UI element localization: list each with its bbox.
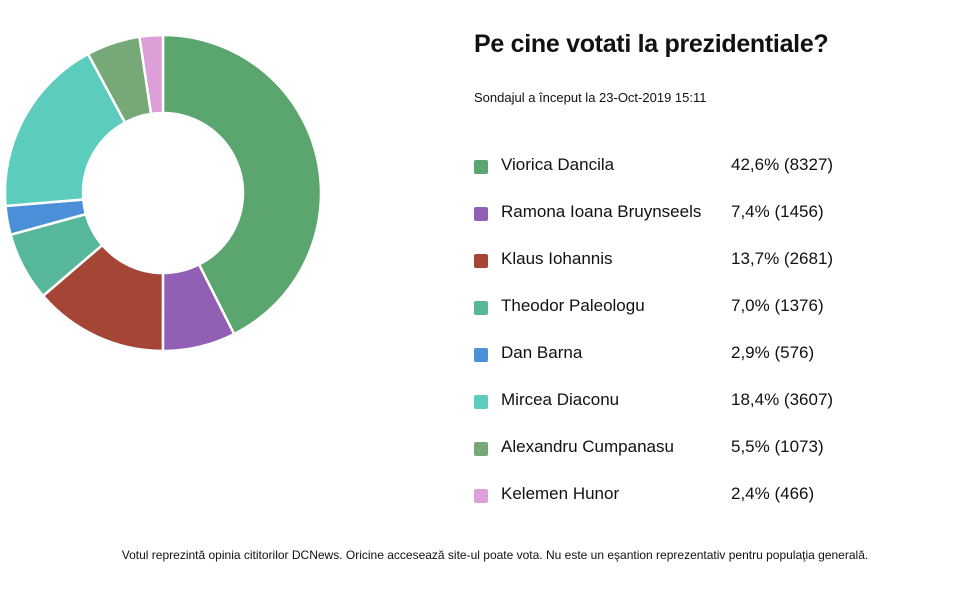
legend-value: 13,7% (2681) <box>731 249 834 268</box>
legend-label: Viorica Dancila <box>501 155 615 174</box>
legend-value: 2,4% (466) <box>731 484 815 503</box>
legend-item: Dan Barna 2,9% (576) <box>474 343 894 390</box>
disclaimer: Votul reprezintă opinia cititorilor DCNe… <box>121 548 869 562</box>
legend-value: 5,5% (1073) <box>731 437 824 456</box>
legend-item: Ramona Ioana Bruynseels 7,4% (1456) <box>474 202 894 249</box>
legend-value: 7,0% (1376) <box>731 296 824 315</box>
legend-label: Alexandru Cumpanasu <box>501 437 674 456</box>
legend-swatch <box>474 160 488 174</box>
donut-slice-7 <box>138 33 165 116</box>
legend-value: 7,4% (1456) <box>731 202 824 221</box>
legend-swatch <box>474 395 488 409</box>
legend-swatch <box>474 301 488 315</box>
legend-swatch <box>474 489 488 503</box>
legend: Viorica Dancila 42,6% (8327) Ramona Ioana … <box>474 155 894 531</box>
legend-item: Mircea Diaconu 18,4% (3607) <box>474 390 894 437</box>
legend-label: Klaus Iohannis <box>501 249 613 268</box>
poll-title: Pe cine votati la prezidentiale? <box>474 30 829 58</box>
legend-swatch <box>474 348 488 362</box>
legend-label: Kelemen Hunor <box>501 484 620 503</box>
legend-label: Mircea Diaconu <box>501 390 620 409</box>
donut-chart <box>3 33 323 353</box>
donut-slice-0 <box>161 33 323 336</box>
legend-value: 18,4% (3607) <box>731 390 834 409</box>
legend-item: Theodor Paleologu 7,0% (1376) <box>474 296 894 343</box>
legend-swatch <box>474 442 488 456</box>
legend-label: Theodor Paleologu <box>501 296 645 315</box>
legend-label: Ramona Ioana Bruynseels <box>501 202 702 221</box>
legend-value: 42,6% (8327) <box>731 155 834 174</box>
legend-item: Klaus Iohannis 13,7% (2681) <box>474 249 894 296</box>
poll-start-date: Sondajul a început la 23-Oct-2019 15:11 <box>474 90 707 105</box>
legend-item: Viorica Dancila 42,6% (8327) <box>474 155 894 202</box>
legend-swatch <box>474 254 488 268</box>
legend-item: Kelemen Hunor 2,4% (466) <box>474 484 894 531</box>
donut-slice-5 <box>3 52 127 208</box>
legend-item: Alexandru Cumpanasu 5,5% (1073) <box>474 437 894 484</box>
legend-value: 2,9% (576) <box>731 343 815 362</box>
legend-label: Dan Barna <box>501 343 583 362</box>
legend-swatch <box>474 207 488 221</box>
